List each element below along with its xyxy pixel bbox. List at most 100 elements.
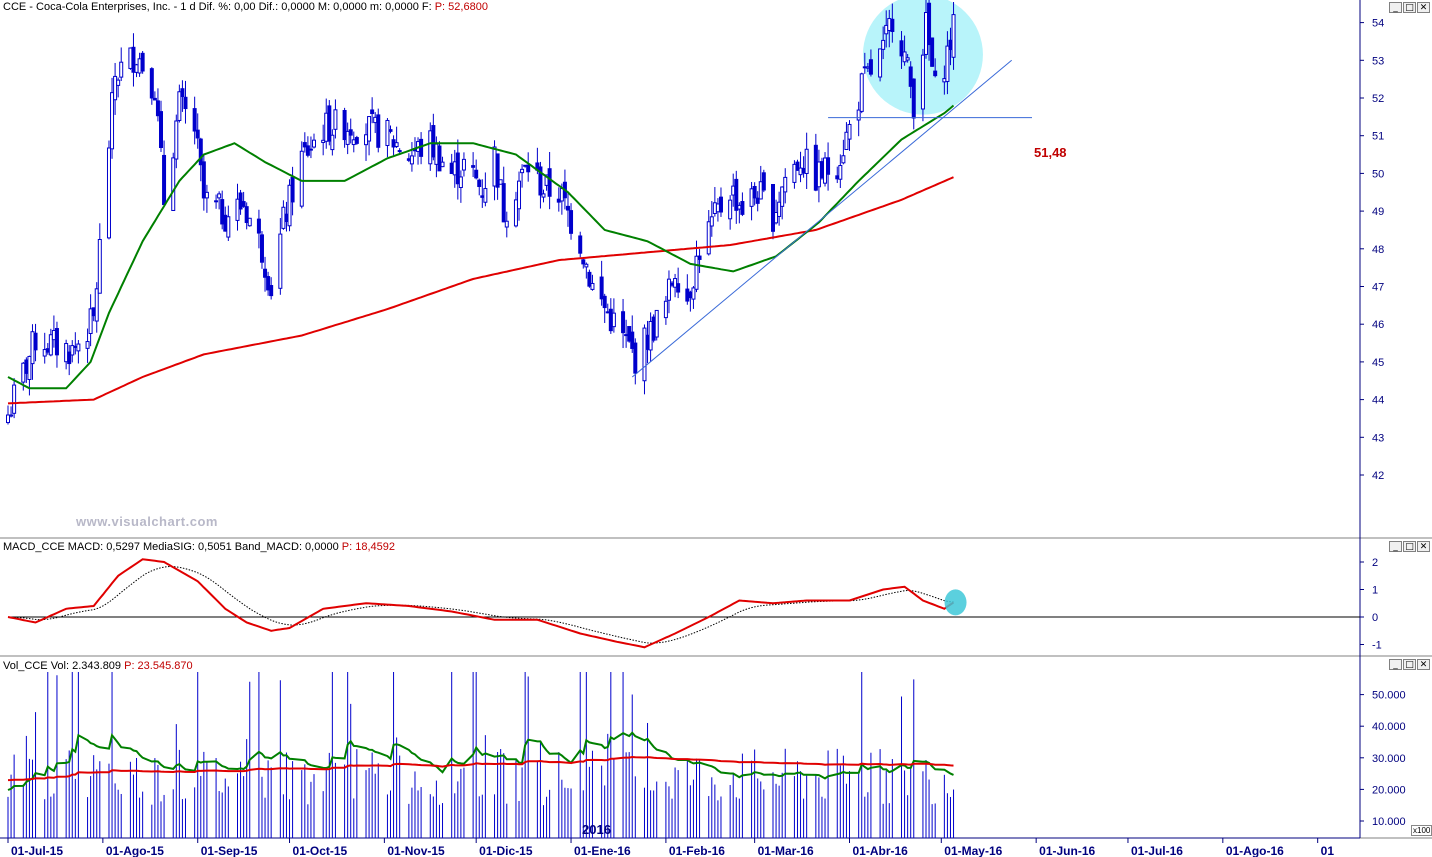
candle-body [865, 66, 870, 69]
candle-body [771, 184, 775, 232]
candle-body [174, 120, 179, 160]
vol-name: Vol_CCE [3, 660, 48, 672]
candle-body [91, 307, 96, 317]
candles-layer [6, 0, 956, 425]
maximize-button[interactable]: □ [1403, 541, 1416, 552]
candle-body [33, 332, 38, 351]
candle-body [663, 300, 668, 319]
candle-body [266, 276, 271, 291]
x-tick-label: 01-Sep-15 [201, 844, 258, 857]
year-label: 2016 [582, 822, 611, 837]
macd-signal-line [7, 565, 954, 644]
candle-body [440, 161, 445, 168]
candle-body [630, 331, 635, 349]
close-button[interactable]: ✕ [1417, 659, 1430, 670]
candle-body [30, 331, 35, 365]
candle-body [388, 129, 393, 132]
candle-body [51, 329, 56, 341]
candle-body [795, 161, 800, 171]
x-tick-label: 01-Oct-15 [293, 844, 348, 857]
volume-layer [7, 672, 955, 838]
volume-y-tick-label: 10.000 [1372, 816, 1406, 828]
candle-body [513, 199, 518, 227]
candle-body [584, 263, 589, 268]
candle-body [715, 203, 720, 213]
minimize-button[interactable]: _ [1389, 541, 1402, 552]
candle-body [48, 334, 53, 356]
candle-body [428, 130, 433, 165]
candle-body [241, 201, 246, 207]
candle-body [6, 414, 10, 424]
candle-body [749, 188, 754, 207]
candle-body [256, 218, 261, 234]
close-button[interactable]: ✕ [1417, 2, 1430, 13]
candle-body [155, 100, 160, 117]
candle-body [706, 221, 711, 255]
candle-body [152, 97, 157, 101]
candle-body [452, 161, 457, 176]
candle-body [180, 88, 185, 98]
maximize-button[interactable]: □ [1403, 659, 1416, 670]
candle-body [192, 108, 197, 132]
candle-body [73, 345, 78, 348]
candle-body [565, 205, 570, 211]
candle-body [327, 105, 332, 142]
x-tick-label: 01-Feb-16 [669, 844, 725, 857]
candle-body [608, 308, 613, 332]
candle-body [798, 167, 803, 176]
candle-body [559, 188, 564, 202]
x-tick-label: 01-Jul-16 [1131, 844, 1183, 857]
price-y-tick-label: 49 [1372, 206, 1384, 218]
candle-body [88, 308, 93, 334]
candle-body [752, 186, 757, 199]
candle-body [171, 157, 176, 211]
volume-panel-header: Vol_CCE Vol: 2.343.809 P: 23.545.870 [3, 660, 193, 672]
maximize-button[interactable]: □ [1403, 2, 1416, 13]
candle-body [945, 45, 950, 82]
candle-body [394, 142, 399, 147]
candle-body [431, 125, 436, 158]
candle-body [137, 58, 142, 74]
candle-body [235, 198, 240, 221]
candle-body [70, 345, 75, 356]
candle-body [198, 138, 203, 166]
band-value: Band_MACD: 0,0000 [234, 541, 339, 553]
candle-body [474, 169, 479, 179]
candle-body [113, 75, 118, 101]
candle-body [905, 57, 910, 61]
minimize-button[interactable]: _ [1389, 659, 1402, 670]
candle-body [783, 176, 788, 193]
candle-body [140, 52, 145, 72]
candle-body [541, 193, 546, 198]
close-button[interactable]: ✕ [1417, 541, 1430, 552]
candle-body [324, 112, 329, 142]
macd-p: P: 18,4592 [341, 541, 395, 553]
candle-body [924, 12, 928, 55]
macd-highlight [944, 589, 967, 616]
candle-body [263, 268, 268, 278]
price-panel-header: CCE - Coca-Cola Enterprises, Inc. - 1 d … [3, 1, 488, 13]
candle-body [42, 349, 47, 357]
volume-y-tick-label: 50.000 [1372, 690, 1406, 702]
volume-scale-badge: x100 [1411, 825, 1432, 836]
candle-body [578, 235, 583, 254]
candle-body [819, 161, 824, 179]
candle-body [556, 198, 561, 203]
candle-body [777, 201, 782, 217]
candle-body [627, 326, 632, 342]
candle-body [373, 116, 378, 124]
candle-body [437, 145, 442, 172]
candle-body [908, 66, 913, 87]
candle-body [305, 145, 310, 156]
candle-body [538, 166, 543, 196]
candle-body [899, 40, 904, 57]
candle-body [847, 123, 852, 140]
volume-window-controls: _ □ ✕ [1389, 659, 1430, 670]
macd-window-controls: _ □ ✕ [1389, 541, 1430, 552]
candle-body [204, 191, 209, 199]
x-tick-label: 01-Jun-16 [1039, 844, 1095, 857]
minimize-button[interactable]: _ [1389, 2, 1402, 13]
candle-body [220, 199, 225, 225]
candle-body [933, 70, 938, 77]
candle-body [920, 54, 925, 110]
